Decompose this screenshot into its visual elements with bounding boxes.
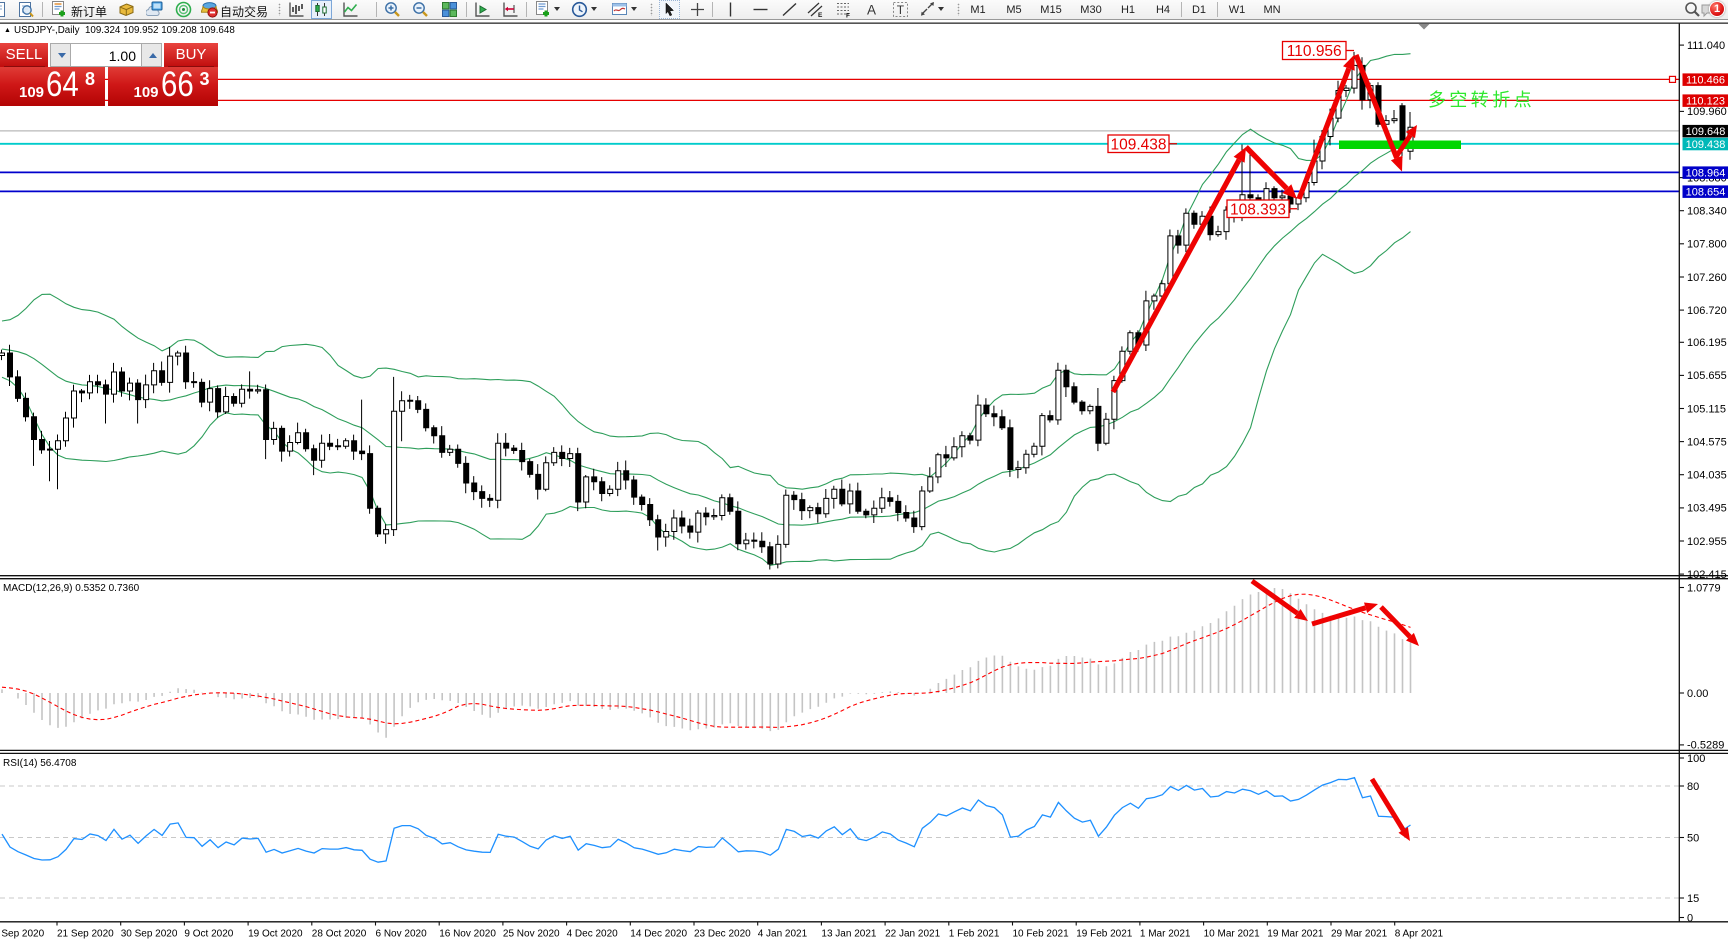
- svg-text:1.0779: 1.0779: [1687, 582, 1721, 594]
- svg-text:4 Dec 2020: 4 Dec 2020: [567, 929, 619, 940]
- svg-text:USDJPY-,Daily 109.324 109.952: USDJPY-,Daily 109.324 109.952 109.208 10…: [14, 25, 235, 36]
- svg-text:13 Jan 2021: 13 Jan 2021: [821, 929, 876, 940]
- svg-text:106.720: 106.720: [1687, 305, 1727, 317]
- svg-text:F: F: [846, 13, 850, 19]
- svg-text:110.466: 110.466: [1686, 75, 1725, 87]
- svg-text:80: 80: [1687, 781, 1699, 793]
- svg-text:0: 0: [1687, 912, 1693, 924]
- svg-text:9 Oct 2020: 9 Oct 2020: [184, 929, 233, 940]
- svg-text:100: 100: [1687, 753, 1705, 765]
- svg-text:108.654: 108.654: [1686, 187, 1726, 199]
- svg-text:109.438: 109.438: [1686, 139, 1726, 151]
- svg-text:A: A: [867, 3, 876, 18]
- svg-text:109.648: 109.648: [1686, 126, 1726, 138]
- svg-text:105.655: 105.655: [1687, 370, 1727, 382]
- svg-text:▲: ▲: [4, 27, 11, 34]
- svg-text:T: T: [897, 3, 905, 17]
- svg-text:1 Feb 2021: 1 Feb 2021: [949, 929, 1000, 940]
- svg-text:29 Mar 2021: 29 Mar 2021: [1331, 929, 1388, 940]
- svg-text:102.955: 102.955: [1687, 536, 1727, 548]
- svg-text:8 Apr 2021: 8 Apr 2021: [1395, 929, 1444, 940]
- svg-text:10 Mar 2021: 10 Mar 2021: [1204, 929, 1261, 940]
- svg-text:6 Nov 2020: 6 Nov 2020: [376, 929, 428, 940]
- svg-text:21 Sep 2020: 21 Sep 2020: [57, 929, 114, 940]
- svg-text:10 Feb 2021: 10 Feb 2021: [1013, 929, 1070, 940]
- svg-text:19 Oct 2020: 19 Oct 2020: [248, 929, 303, 940]
- svg-text:108.964: 108.964: [1686, 168, 1726, 180]
- svg-text:RSI(14) 56.4708: RSI(14) 56.4708: [3, 758, 77, 769]
- svg-text:103.495: 103.495: [1687, 503, 1727, 515]
- svg-text:19 Feb 2021: 19 Feb 2021: [1076, 929, 1133, 940]
- svg-text:25 Nov 2020: 25 Nov 2020: [503, 929, 560, 940]
- svg-text:1 Sep 2020: 1 Sep 2020: [0, 929, 45, 940]
- svg-text:14 Dec 2020: 14 Dec 2020: [630, 929, 687, 940]
- svg-text:0.00: 0.00: [1687, 688, 1708, 700]
- svg-text:30 Sep 2020: 30 Sep 2020: [121, 929, 178, 940]
- svg-text:19 Mar 2021: 19 Mar 2021: [1267, 929, 1324, 940]
- svg-text:102.415: 102.415: [1687, 569, 1727, 581]
- svg-text:108.393: 108.393: [1230, 201, 1286, 218]
- svg-text:108.340: 108.340: [1687, 206, 1727, 218]
- svg-text:105.115: 105.115: [1687, 403, 1726, 415]
- svg-text:106.195: 106.195: [1687, 337, 1727, 349]
- svg-text:110.123: 110.123: [1686, 96, 1725, 108]
- svg-text:104.575: 104.575: [1687, 436, 1727, 448]
- svg-text:-0.5289: -0.5289: [1687, 740, 1724, 752]
- svg-text:110.956: 110.956: [1287, 43, 1342, 60]
- svg-text:15: 15: [1687, 893, 1699, 905]
- svg-text:111.040: 111.040: [1687, 40, 1725, 52]
- svg-text:16 Nov 2020: 16 Nov 2020: [439, 929, 496, 940]
- svg-text:104.035: 104.035: [1687, 470, 1727, 482]
- svg-text:22 Jan 2021: 22 Jan 2021: [885, 929, 940, 940]
- svg-text:50: 50: [1687, 832, 1699, 844]
- svg-text:多空转折点: 多空转折点: [1428, 90, 1535, 110]
- svg-text:23 Dec 2020: 23 Dec 2020: [694, 929, 751, 940]
- svg-text:109.438: 109.438: [1110, 136, 1166, 153]
- svg-text:1 Mar 2021: 1 Mar 2021: [1140, 929, 1191, 940]
- svg-text:MACD(12,26,9) 0.5352 0.7360: MACD(12,26,9) 0.5352 0.7360: [3, 583, 140, 594]
- svg-text:4 Jan 2021: 4 Jan 2021: [758, 929, 808, 940]
- svg-text:28 Oct 2020: 28 Oct 2020: [312, 929, 367, 940]
- svg-text:109.960: 109.960: [1687, 106, 1727, 118]
- svg-text:107.800: 107.800: [1687, 239, 1727, 251]
- svg-text:107.260: 107.260: [1687, 272, 1727, 284]
- svg-text:E: E: [818, 12, 823, 18]
